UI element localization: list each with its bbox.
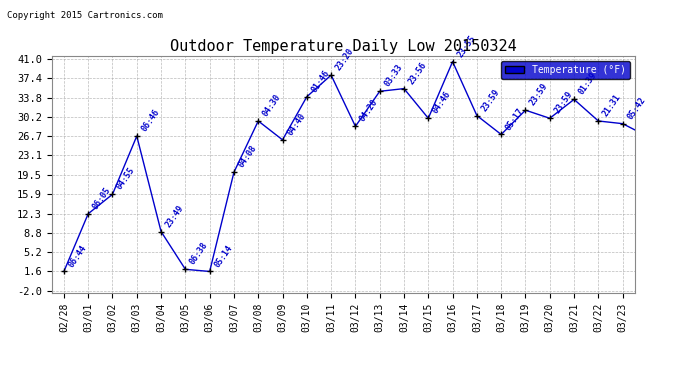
- Text: 04:08: 04:08: [237, 144, 259, 170]
- Text: 23:56: 23:56: [407, 60, 428, 86]
- Text: 05:42: 05:42: [625, 95, 647, 121]
- Text: 03:33: 03:33: [382, 63, 404, 88]
- Text: 04:20: 04:20: [358, 98, 380, 124]
- Text: 01:46: 01:46: [310, 68, 331, 94]
- Title: Outdoor Temperature Daily Low 20150324: Outdoor Temperature Daily Low 20150324: [170, 39, 517, 54]
- Text: 23:55: 23:55: [455, 33, 477, 59]
- Legend: Temperature (°F): Temperature (°F): [501, 61, 630, 79]
- Text: 06:44: 06:44: [67, 243, 88, 268]
- Text: 21:31: 21:31: [601, 93, 623, 118]
- Text: 06:05: 06:05: [91, 185, 112, 211]
- Text: 04:46: 04:46: [431, 90, 453, 116]
- Text: 04:40: 04:40: [286, 111, 307, 137]
- Text: 06:46: 06:46: [139, 108, 161, 133]
- Text: 04:55: 04:55: [115, 166, 137, 192]
- Text: 23:20: 23:20: [334, 47, 355, 72]
- Text: 01:39: 01:39: [577, 71, 598, 97]
- Text: 23:57: 23:57: [0, 374, 1, 375]
- Text: 05:17: 05:17: [504, 106, 526, 132]
- Text: 04:30: 04:30: [261, 93, 283, 118]
- Text: 05:14: 05:14: [213, 243, 234, 268]
- Text: 06:38: 06:38: [188, 241, 210, 267]
- Text: 23:59: 23:59: [480, 87, 502, 113]
- Text: 23:59: 23:59: [553, 90, 574, 116]
- Text: 23:49: 23:49: [164, 203, 186, 229]
- Text: 23:59: 23:59: [529, 82, 550, 107]
- Text: Copyright 2015 Cartronics.com: Copyright 2015 Cartronics.com: [7, 11, 163, 20]
